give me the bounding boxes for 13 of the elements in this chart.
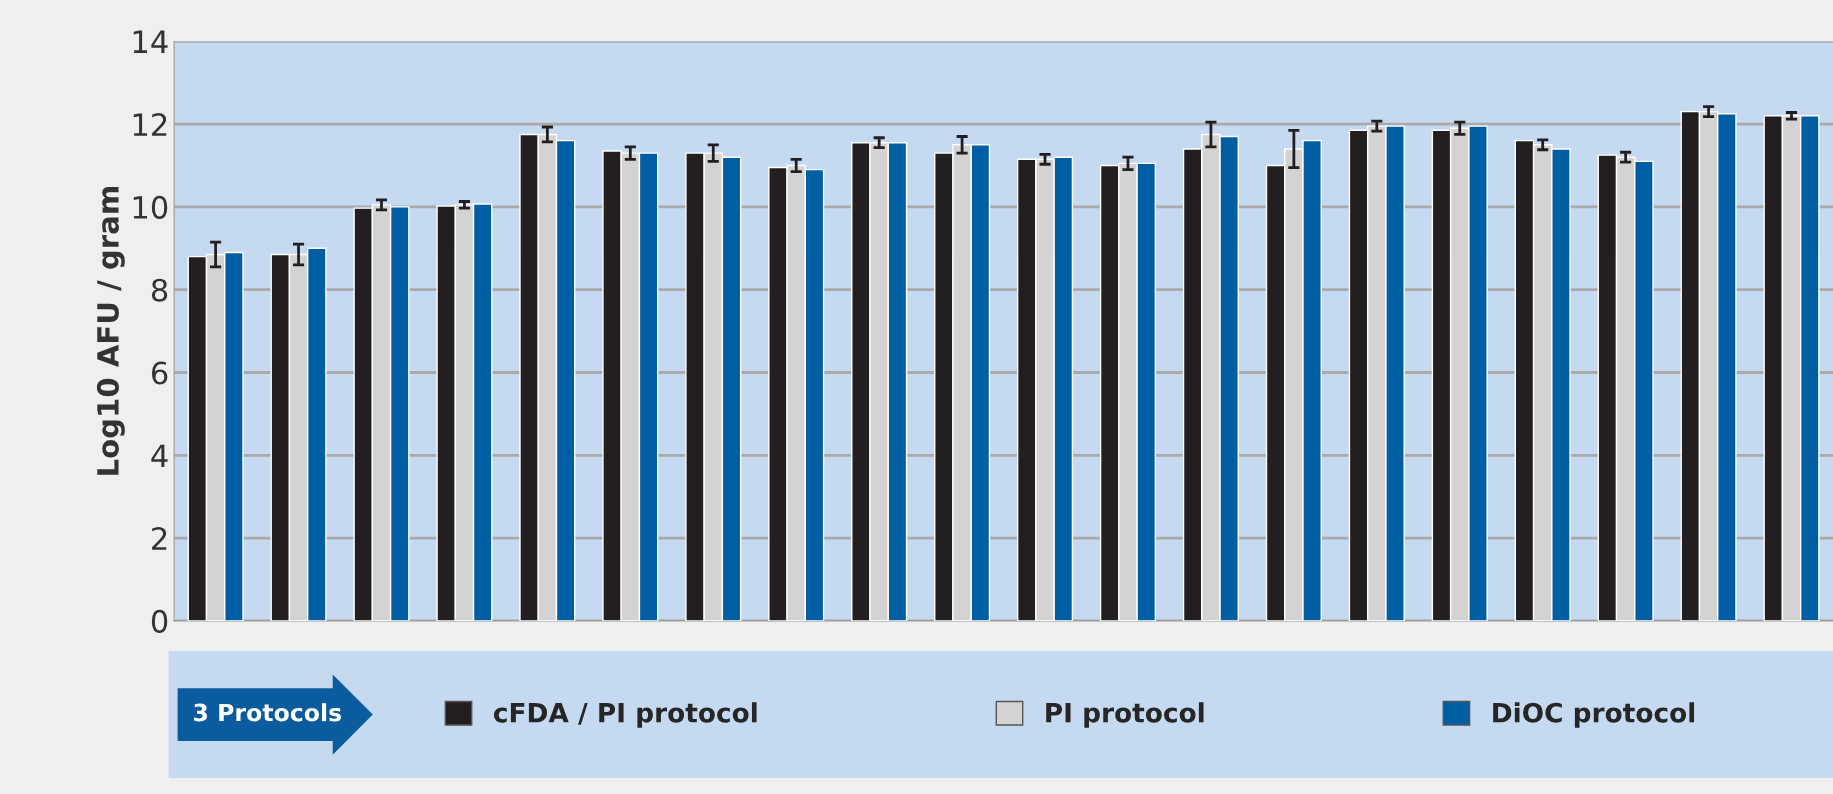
y-tick-label: 14 [133, 30, 168, 53]
legend-label: cFDA / PI protocol [493, 702, 757, 728]
y-tick-label: 6 [151, 361, 168, 385]
y-tick-label: 4 [151, 444, 168, 467]
legend-label: PI protocol [1046, 702, 1204, 728]
y-tick-label: 0 [151, 609, 168, 633]
legend-title: 3 Protocols [194, 703, 342, 722]
legend-label: DiOC protocol [1493, 702, 1695, 728]
y-tick-label: 12 [133, 113, 167, 136]
y-tick-label: 8 [151, 278, 168, 302]
y-axis-title: Log10 AFU / gram [96, 187, 125, 475]
y-tick-label: 2 [152, 527, 167, 550]
y-tick-label: 10 [133, 195, 168, 219]
